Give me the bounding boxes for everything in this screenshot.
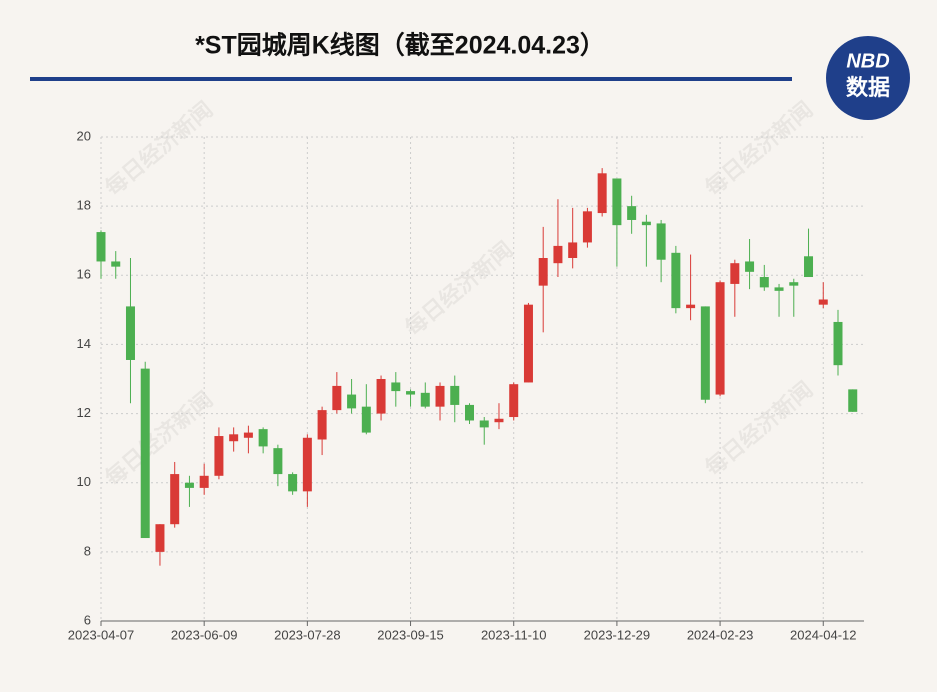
candle-body bbox=[612, 178, 622, 226]
x-tick-label: 2023-12-29 bbox=[584, 627, 651, 642]
x-tick-label: 2023-11-10 bbox=[481, 627, 547, 642]
candle-body bbox=[96, 232, 106, 262]
candle-body bbox=[538, 258, 548, 286]
candle-body bbox=[140, 368, 150, 539]
logo-badge bbox=[826, 36, 910, 120]
candle-body bbox=[184, 482, 194, 488]
chart-title: *ST园城周K线图（截至2024.04.23） bbox=[195, 31, 605, 60]
x-tick-label: 2023-09-15 bbox=[377, 627, 444, 642]
candle-body bbox=[494, 418, 504, 423]
candle-body bbox=[745, 261, 755, 272]
candle-body bbox=[553, 245, 563, 264]
x-tick-label: 2023-06-09 bbox=[171, 627, 238, 642]
logo-text: NBD bbox=[846, 50, 889, 72]
y-tick-label: 14 bbox=[77, 336, 91, 351]
x-tick-label: 2023-04-07 bbox=[68, 627, 135, 642]
candle-body bbox=[671, 252, 681, 309]
candle-body bbox=[597, 173, 607, 214]
candle-body bbox=[376, 379, 386, 414]
candle-body bbox=[523, 304, 533, 383]
candle-body bbox=[361, 406, 371, 433]
candle-body bbox=[465, 404, 474, 421]
candle-body bbox=[406, 391, 416, 395]
candle-body bbox=[199, 475, 209, 488]
candle-body bbox=[258, 429, 268, 447]
candle-body bbox=[641, 221, 651, 226]
candle-body bbox=[450, 385, 460, 405]
candle-body bbox=[170, 474, 180, 525]
candle-body bbox=[391, 382, 401, 392]
candle-body bbox=[420, 392, 430, 407]
candle-body bbox=[347, 394, 357, 409]
candle-body bbox=[627, 206, 637, 220]
logo-text: 数据 bbox=[846, 75, 890, 100]
y-tick-label: 6 bbox=[84, 612, 91, 627]
candle-body bbox=[804, 256, 814, 278]
candle-body bbox=[656, 223, 666, 260]
candle-body bbox=[479, 420, 489, 428]
candle-body bbox=[700, 306, 710, 400]
candle-body bbox=[833, 321, 843, 366]
candle-body bbox=[715, 282, 725, 395]
x-tick-label: 2023-07-28 bbox=[274, 627, 341, 642]
candle-body bbox=[848, 389, 858, 412]
candle-body bbox=[111, 261, 121, 267]
candle-body bbox=[582, 211, 592, 243]
candle-body bbox=[818, 299, 828, 305]
candle-body bbox=[759, 277, 769, 288]
candle-body bbox=[730, 263, 740, 284]
candle-body bbox=[243, 432, 253, 438]
x-tick-label: 2024-04-12 bbox=[790, 627, 857, 642]
candle-body bbox=[774, 287, 784, 291]
candle-body bbox=[229, 434, 239, 442]
y-tick-label: 16 bbox=[77, 267, 91, 282]
candle-body bbox=[125, 306, 135, 360]
candle-body bbox=[155, 524, 165, 552]
candle-body bbox=[509, 384, 519, 418]
candle-body bbox=[288, 474, 298, 492]
candle-body bbox=[317, 410, 327, 440]
candle-body bbox=[273, 448, 283, 475]
x-tick-label: 2024-02-23 bbox=[687, 627, 754, 642]
candle-body bbox=[435, 385, 445, 407]
y-tick-label: 8 bbox=[84, 543, 91, 558]
y-tick-label: 10 bbox=[77, 474, 91, 489]
candle-body bbox=[568, 242, 578, 258]
candle-body bbox=[214, 436, 224, 476]
candle-body bbox=[686, 304, 696, 309]
y-tick-label: 18 bbox=[77, 198, 91, 213]
candle-body bbox=[332, 385, 342, 411]
candle-body bbox=[789, 282, 799, 286]
y-tick-label: 12 bbox=[77, 405, 91, 420]
candle-body bbox=[302, 437, 312, 492]
y-tick-label: 20 bbox=[77, 128, 91, 143]
title-rule bbox=[30, 77, 792, 81]
